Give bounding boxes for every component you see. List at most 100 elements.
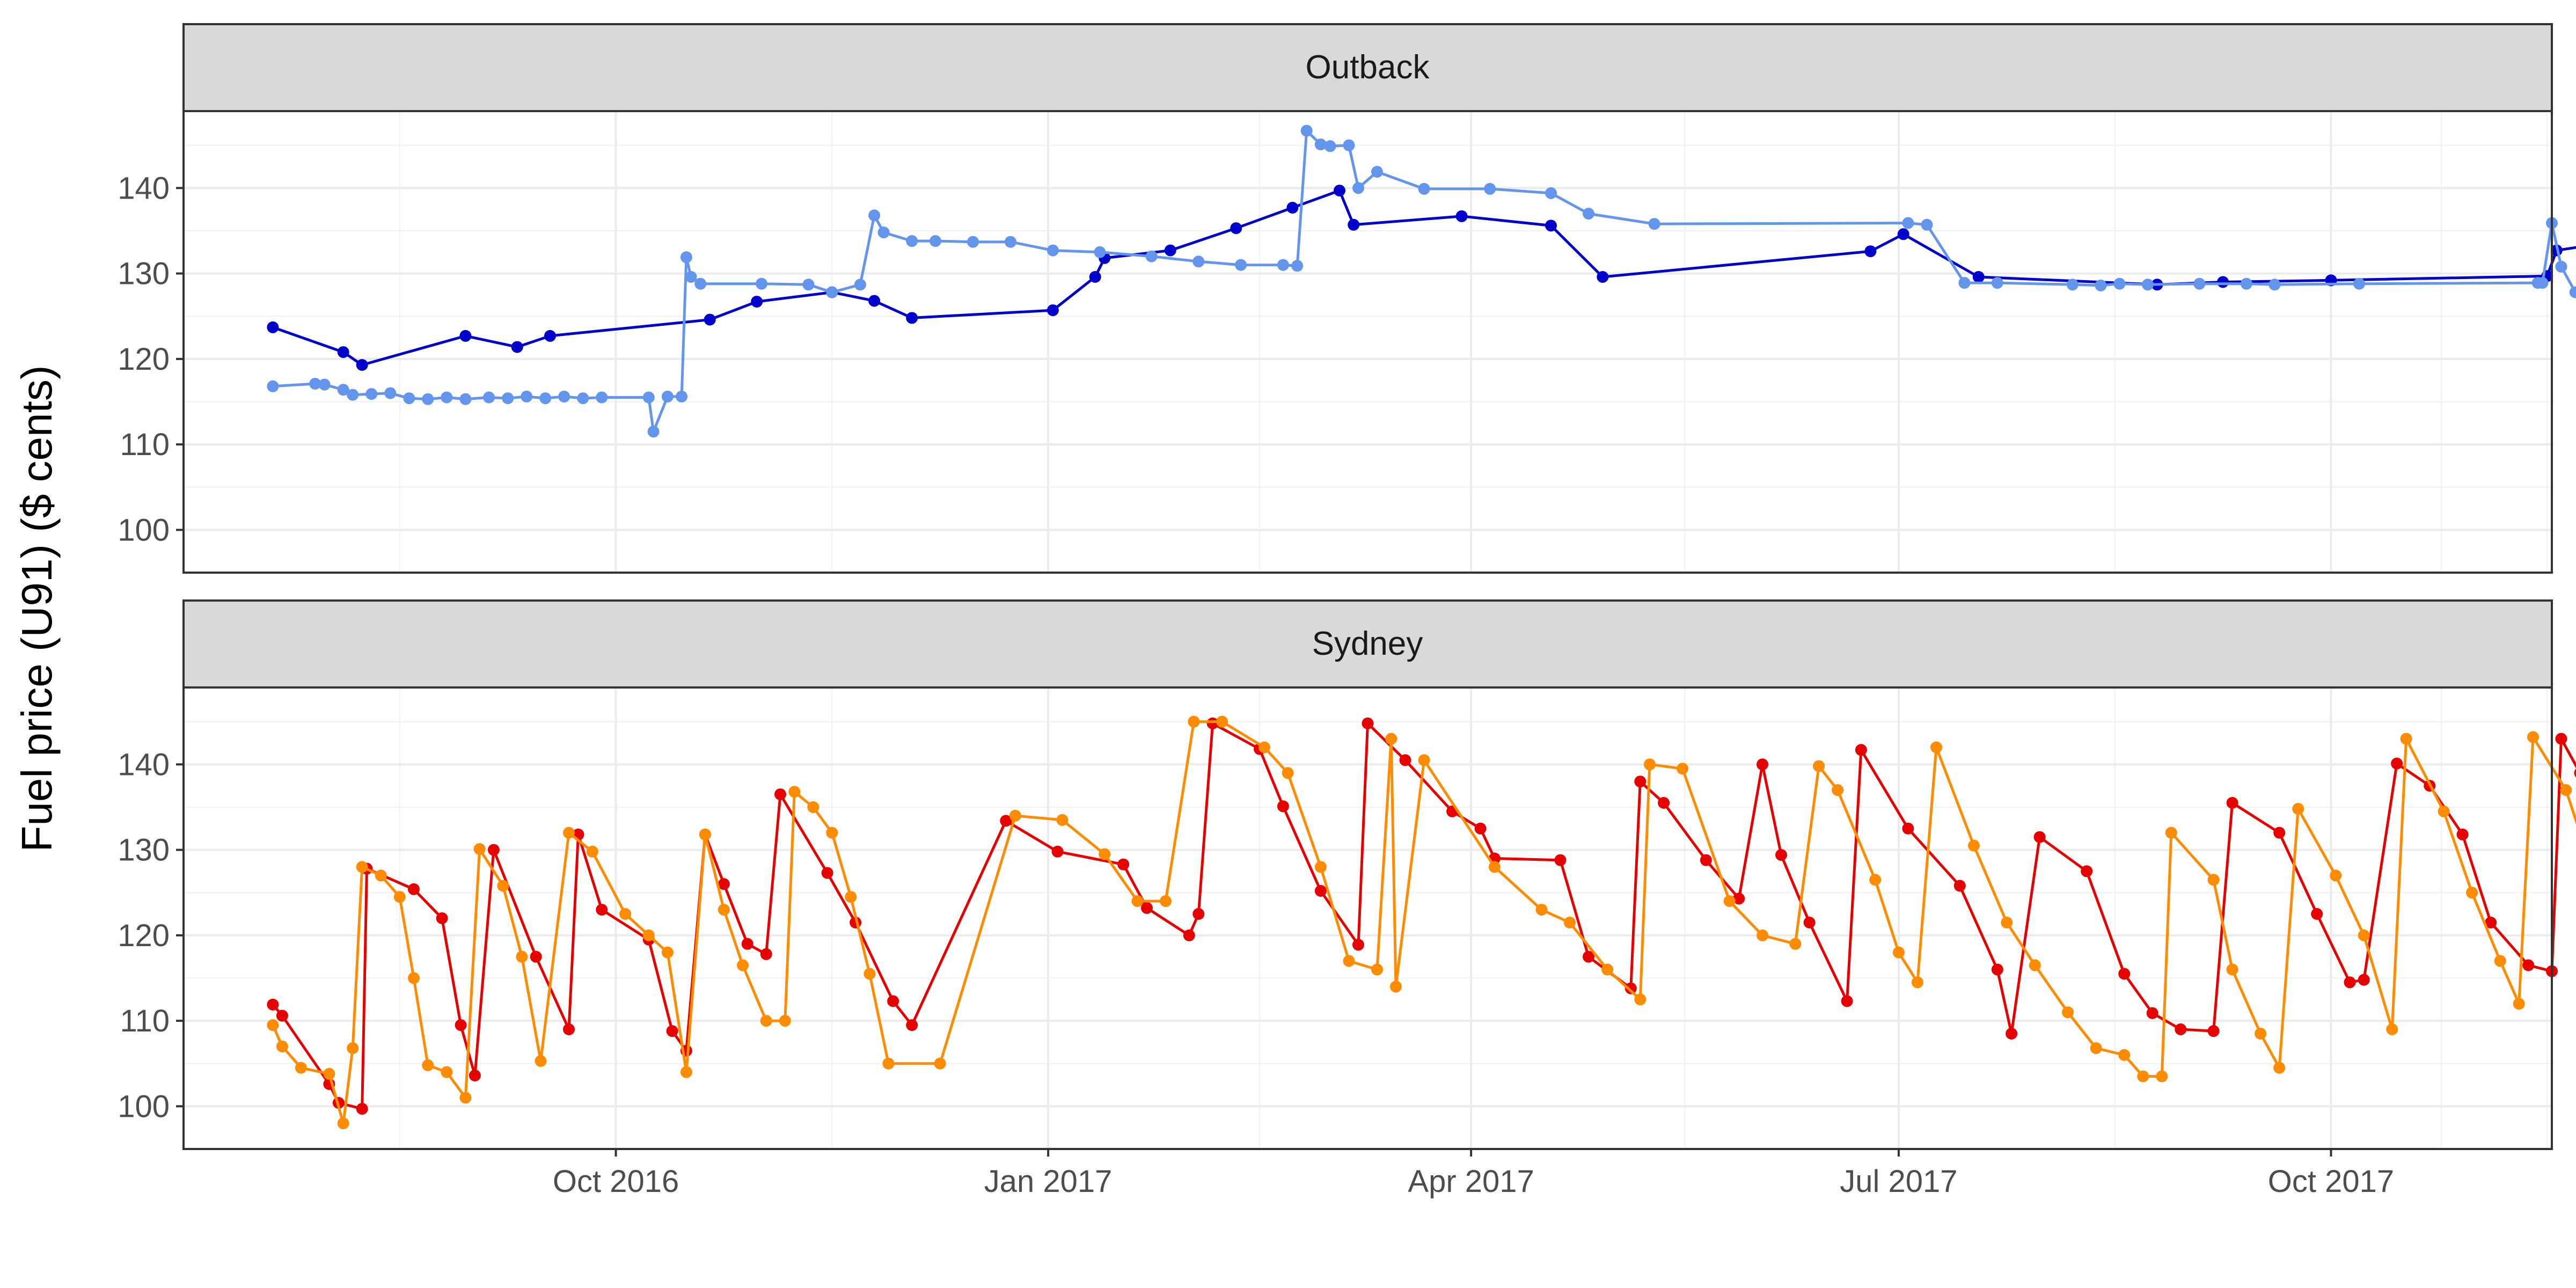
data-point [1314,861,1327,873]
data-point [2386,1023,2398,1035]
data-point [1235,259,1247,271]
data-point [1972,271,1985,283]
data-point [558,390,570,402]
data-point [930,235,941,247]
data-point [642,391,655,404]
data-point [1733,892,1745,905]
data-point [2001,917,2013,928]
data-point [826,286,838,298]
data-point [2358,929,2370,941]
data-point [1813,760,1825,772]
data-point [441,1066,453,1078]
data-point [487,844,500,856]
data-point [502,392,514,405]
data-point [2569,286,2576,298]
data-point [436,912,448,924]
data-point [1343,955,1355,967]
data-point [1348,218,1360,231]
x-tick-label: Apr 2017 [1408,1164,1534,1199]
data-point [906,312,918,324]
data-point [666,1025,678,1037]
data-point [1624,982,1637,994]
data-point [347,1042,359,1055]
panel-series [267,715,2576,1130]
data-point [807,801,819,813]
data-point [934,1057,946,1070]
data-point [459,1092,472,1104]
data-point [2146,1007,2158,1019]
data-point [356,861,368,873]
data-point [1230,222,1242,235]
data-point [676,390,688,402]
data-point [2066,279,2079,291]
data-point [2175,1023,2187,1035]
data-point [356,1103,368,1115]
data-point [459,393,472,405]
data-point [1192,908,1205,920]
facet-strip [182,599,2553,689]
data-point [596,391,608,404]
data-point [2217,276,2229,288]
data-point [535,1055,547,1067]
data-point [1583,208,1594,220]
data-point [1597,271,1609,283]
data-point [1188,715,1200,728]
data-point [521,390,533,402]
data-point [1000,815,1012,827]
data-point [1634,993,1646,1006]
data-point [967,236,979,248]
data-point [1535,904,1548,916]
data-point [1658,797,1670,809]
data-point [2193,277,2206,290]
data-point [868,209,881,222]
data-point [737,959,749,971]
data-point [2311,908,2323,920]
data-point [2118,1049,2131,1061]
data-point [544,330,556,342]
data-point [530,950,542,963]
data-point [356,359,368,371]
data-point [2555,733,2567,745]
data-point [751,296,763,308]
data-point [1864,245,1877,258]
data-point [347,389,359,401]
data-point [323,1067,335,1080]
data-point [2353,277,2365,290]
data-point [586,845,598,858]
data-point [2466,887,2478,899]
y-axis-ticks: 100 110 120 130 140 [118,171,184,547]
data-point [2536,277,2549,289]
data-point [1362,717,1374,729]
data-point [1051,845,1064,858]
data-point [906,1019,918,1031]
data-point [2513,998,2525,1010]
data-point [1005,236,1016,248]
data-point [1094,246,1106,258]
data-point [276,1040,288,1052]
data-point [1277,259,1289,271]
data-point [680,1066,692,1078]
data-point [511,341,523,353]
data-point [455,1019,467,1031]
data-point [2207,874,2220,886]
data-point [2226,797,2238,809]
data-point [2156,1070,2168,1082]
x-tick-label: Jan 2017 [984,1164,1113,1199]
data-point [661,946,674,958]
data-point [1757,929,1768,941]
data-point [2029,959,2041,971]
y-tick-label: 130 [118,833,170,868]
data-point [1399,754,1411,766]
y-tick-label: 110 [120,427,170,462]
data-point [1334,185,1345,197]
data-point [661,390,674,402]
data-point [802,279,815,291]
data-point [704,313,716,326]
data-point [788,786,801,798]
data-point [1484,182,1496,195]
data-point [365,388,378,400]
y-tick-label: 130 [118,257,170,291]
data-point [1789,938,1802,950]
data-point [680,251,692,264]
